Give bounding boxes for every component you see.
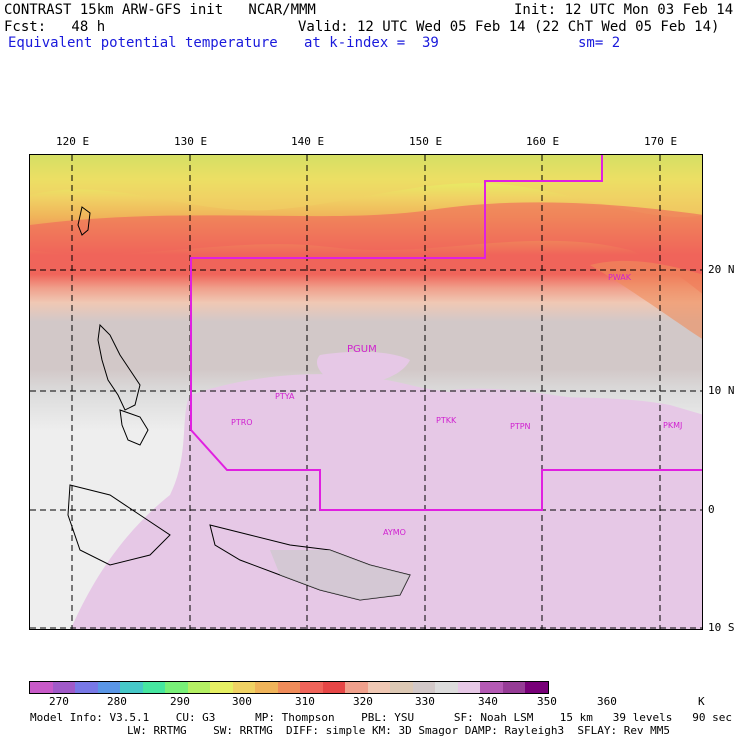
station-label-pkmj: PKMJ: [663, 421, 683, 430]
colorbar-swatch-4: [120, 682, 143, 693]
colorbar-label-300: 300: [232, 695, 252, 708]
colorbar-label-290: 290: [170, 695, 190, 708]
lat-label-equator: 0: [708, 503, 715, 516]
colorbar-swatch-1: [52, 682, 75, 693]
colorbar-unit: K: [698, 695, 705, 708]
model-info-line2: LW: RRTMG SW: RRTMG DIFF: simple KM: 3D …: [127, 724, 671, 737]
colorbar-label-340: 340: [478, 695, 498, 708]
valid-time: Valid: 12 UTC Wed 05 Feb 14 (22 ChT Wed …: [298, 19, 720, 35]
init-time: Init: 12 UTC Mon 03 Feb 14: [514, 2, 734, 18]
lat-label-20n: 20 N: [708, 263, 735, 276]
field-name: Equivalent potential temperature: [8, 35, 278, 51]
station-label-ptpn: PTPN: [510, 422, 531, 431]
colorbar-label-360: 360: [597, 695, 617, 708]
station-label-pgum: PGUM: [347, 344, 377, 355]
colorbar-swatch-22: [525, 682, 548, 693]
station-label-ptya: PTYA: [275, 392, 295, 401]
station-label-pwak: PWAK: [608, 273, 632, 282]
colorbar-label-350: 350: [537, 695, 557, 708]
colorbar-swatch-8: [210, 682, 233, 693]
colorbar-swatch-7: [187, 682, 210, 693]
map-panel: [29, 154, 703, 630]
lat-label-10s: 10 S: [708, 621, 735, 634]
lon-label-140e: 140 E: [291, 135, 325, 148]
colorbar-swatch-13: [322, 682, 345, 693]
colorbar-swatch-16: [390, 682, 413, 693]
station-label-ptro: PTRO: [231, 418, 253, 427]
colorbar-label-320: 320: [353, 695, 373, 708]
lon-label-120e: 120 E: [56, 135, 90, 148]
colorbar-label-310: 310: [295, 695, 315, 708]
colorbar-swatch-2: [75, 682, 98, 693]
colorbar-swatch-21: [502, 682, 525, 693]
colorbar-swatch-11: [277, 682, 300, 693]
colorbar-swatch-15: [367, 682, 390, 693]
colorbar-swatch-17: [412, 682, 435, 693]
colorbar-swatch-3: [97, 682, 120, 693]
colorbar-label-330: 330: [415, 695, 435, 708]
colorbar-swatch-6: [165, 682, 188, 693]
model-title: CONTRAST 15km ARW-GFS init NCAR/MMM: [4, 2, 316, 18]
colorbar-label-270: 270: [49, 695, 69, 708]
colorbar-swatch-0: [30, 682, 53, 693]
colorbar: [29, 681, 549, 694]
colorbar-swatch-10: [255, 682, 278, 693]
colorbar-swatch-18: [435, 682, 458, 693]
forecast-hour: Fcst: 48 h: [4, 19, 106, 35]
colorbar-swatch-5: [142, 682, 165, 693]
smoothing-label: sm= 2: [578, 35, 621, 51]
level-label: at k-index = 39: [304, 35, 439, 51]
lon-label-160e: 160 E: [526, 135, 560, 148]
station-label-aymo: AYMO: [383, 528, 406, 537]
colorbar-swatch-14: [345, 682, 368, 693]
region-boundary-line: [190, 155, 702, 511]
lon-label-170e: 170 E: [644, 135, 678, 148]
lon-label-130e: 130 E: [174, 135, 208, 148]
model-info-line1: Model Info: V3.5.1 CU: G3 MP: Thompson P…: [30, 711, 732, 724]
colorbar-swatch-12: [300, 682, 323, 693]
lat-label-10n: 10 N: [708, 384, 735, 397]
colorbar-swatch-9: [232, 682, 255, 693]
colorbar-swatch-20: [480, 682, 503, 693]
station-label-ptkk: PTKK: [436, 416, 457, 425]
lon-label-150e: 150 E: [409, 135, 443, 148]
colorbar-label-280: 280: [107, 695, 127, 708]
theta-e-field-map: [30, 155, 702, 629]
colorbar-swatch-19: [457, 682, 480, 693]
